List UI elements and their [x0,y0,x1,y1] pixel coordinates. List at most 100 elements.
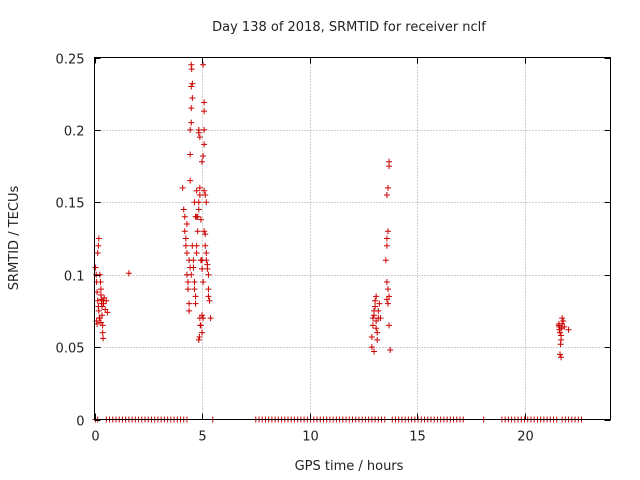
data-point [193,249,200,256]
data-point [193,242,200,249]
data-point [185,278,192,285]
data-point [204,265,211,272]
data-point [205,271,212,278]
data-point [188,66,195,73]
data-point [180,206,187,213]
data-point [181,213,188,220]
x-tick-label: 5 [198,430,206,445]
data-point [191,286,198,293]
data-point [192,300,199,307]
data-point [201,126,208,133]
data-point [191,278,198,285]
data-point [374,336,381,343]
chart-title: Day 138 of 2018, SRMTID for receiver ncl… [212,20,486,35]
data-point [200,315,207,322]
data-point [383,242,390,249]
data-point [95,235,102,242]
data-point [202,192,209,199]
data-point [203,199,210,206]
data-point [100,335,107,342]
data-point [196,184,203,191]
data-point [372,297,379,304]
data-point [189,80,196,87]
data-point [384,300,391,307]
data-point [186,307,193,314]
data-point [194,228,201,235]
data-point [192,293,199,300]
data-point [556,323,563,330]
data-point [182,235,189,242]
data-point [188,83,195,90]
data-point [201,141,208,148]
data-point [202,231,209,238]
series-0 [92,61,572,361]
data-point [104,309,111,316]
data-point [382,257,389,264]
data-point [372,303,379,310]
data-point [383,235,390,242]
data-point [201,228,208,235]
y-tick-label: 0 [76,415,84,430]
data-point [92,264,99,271]
data-point [100,300,107,307]
y-tick-label: 0.1 [64,270,85,285]
data-point [368,344,375,351]
data-point [200,61,207,68]
data-point [206,297,213,304]
data-point [373,325,380,332]
x-tick-label: 20 [517,430,534,445]
axis-ticks: 0 0.05 0.1 0.15 0.2 0.25 0 5 10 15 20 [56,53,611,445]
data-point [199,265,205,272]
data-point [187,177,194,184]
data-point [195,206,202,213]
data-point [384,228,391,235]
data-point [187,126,194,133]
data-point [201,108,208,115]
data-point [368,333,375,340]
data-point [200,278,207,285]
data-point [384,184,391,191]
y-tick-label: 0.25 [56,53,85,68]
data-point [383,278,390,285]
data-point [203,249,210,256]
data-point [202,242,209,249]
data-point [188,105,195,112]
data-point [386,322,393,329]
data-point [199,329,205,336]
data-point [375,307,382,314]
data-point [183,249,190,256]
data-point [205,293,212,300]
data-point [199,158,205,165]
data-point [197,322,204,329]
data-point [199,312,205,319]
data-point [95,242,102,249]
y-tick-label: 0.15 [56,197,85,212]
data-point [196,134,203,141]
data-point [195,336,202,343]
data-point [97,319,104,326]
data-point [559,315,566,322]
data-point [200,152,207,159]
data-point [190,257,197,264]
data-point [196,333,203,340]
data-point [95,307,102,314]
data-point [186,300,193,307]
data-point [384,286,391,293]
data-point [188,271,195,278]
data-point [97,278,104,285]
data-point [383,192,390,199]
y-tick-label: 0.2 [64,125,85,140]
data-point [195,129,202,136]
data-point [189,95,196,102]
data-point [369,322,376,329]
data-point [99,329,106,336]
data-point [181,228,188,235]
data-point [182,242,189,249]
data-point [94,249,101,256]
data-point [386,158,393,165]
y-tick-label: 0.05 [56,342,85,357]
data-point [97,286,104,293]
data-point [94,320,101,327]
